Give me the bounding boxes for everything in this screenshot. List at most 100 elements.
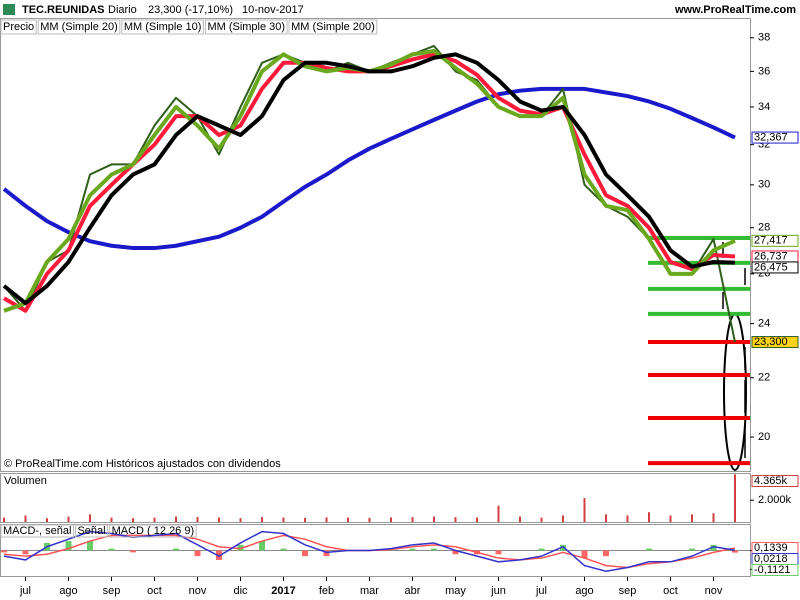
y-tick-label: 22: [758, 372, 770, 384]
date: 10-nov-2017: [242, 4, 304, 16]
volume-bar: [110, 517, 113, 522]
legend-entry: Precio: [3, 21, 34, 33]
legend-box: [0, 19, 37, 35]
volume-panel: [0, 473, 751, 523]
x-tick-label: nov: [189, 585, 207, 597]
volume-bar: [67, 516, 70, 522]
histogram-bar: [87, 541, 93, 551]
period: Diario: [108, 4, 137, 16]
volume-bar: [648, 512, 650, 522]
volume-bar: [89, 514, 91, 522]
histogram-bar: [323, 550, 330, 557]
quote: 23,300 (-17,10%): [148, 4, 233, 16]
volume-bar: [476, 517, 478, 522]
volume-bar: [411, 517, 414, 522]
x-tick-label: may: [445, 585, 466, 597]
panel-title: Volumen: [4, 475, 47, 487]
volume-bar: [175, 516, 177, 522]
histogram-bar: [22, 550, 29, 555]
legend-box: [288, 19, 378, 35]
macd-line: [3, 530, 736, 572]
y-tick-label: 20: [758, 431, 770, 443]
volume-bar: [153, 517, 156, 522]
x-tick-label: ago: [59, 585, 77, 597]
moving-average: [2, 86, 736, 251]
last-value-label: 27,417: [754, 235, 788, 247]
y-tick-label: 38: [758, 32, 770, 44]
logo: [3, 4, 15, 15]
y-tick-label: 30: [758, 179, 770, 191]
volume-bar: [734, 474, 736, 522]
histogram-bar: [1, 550, 7, 553]
source: www.ProRealTime.com: [674, 4, 796, 16]
volume-bar: [196, 517, 199, 522]
last-value-tag: [751, 131, 799, 144]
histogram-bar: [194, 550, 201, 557]
histogram-bar: [689, 548, 695, 551]
volume-bar: [712, 513, 715, 522]
volume-bar: [325, 517, 328, 522]
histogram-bar: [173, 548, 179, 551]
x-tick-label: feb: [319, 585, 334, 597]
histogram-bar: [302, 550, 308, 557]
price-panel: [0, 18, 751, 472]
last-value-tag: [751, 336, 799, 349]
histogram-bar: [130, 550, 136, 553]
y-tick-label: 28: [758, 222, 770, 234]
last-value-label: 32,367: [754, 131, 788, 143]
last-value-tag: [751, 234, 799, 247]
x-tick-label: oct: [147, 585, 162, 597]
histogram-bar: [431, 548, 437, 551]
y-tick-label: 36: [758, 65, 770, 77]
volume-bar: [626, 515, 629, 522]
moving-average: [2, 52, 736, 306]
legend-box: [74, 524, 109, 538]
x-tick-label: sep: [619, 585, 637, 597]
last-value-label: 4.365k: [754, 475, 788, 487]
volume-bar: [669, 515, 672, 522]
x-tick-label: jun: [490, 585, 506, 597]
histogram-bar: [538, 548, 545, 551]
legend-box: [204, 19, 288, 35]
last-value-label: 26,475: [754, 261, 788, 273]
legend-entry: Señal: [77, 525, 105, 537]
legend-box: [121, 19, 204, 35]
volume-bar: [540, 517, 543, 522]
footnote: © ProRealTime.com Históricos ajustados c…: [4, 458, 281, 470]
x-tick-label: nov: [705, 585, 723, 597]
x-tick-label: jul: [19, 585, 31, 597]
legend-entry: MM (Simple 10): [124, 21, 202, 33]
volume-bar: [218, 517, 220, 522]
volume-bar: [261, 517, 263, 522]
last-value-tag: [751, 475, 799, 487]
histogram-bar: [495, 550, 502, 555]
volume-bar: [390, 517, 392, 522]
volume-bar: [691, 514, 693, 522]
volume-bar: [583, 498, 586, 522]
y-tick-label: 34: [758, 101, 770, 113]
x-tick-label: dic: [233, 585, 248, 597]
x-tick-label: ago: [575, 585, 593, 597]
histogram-bar: [732, 550, 738, 553]
histogram-bar: [603, 550, 609, 557]
volume-bar: [433, 516, 435, 522]
volume-bar: [3, 517, 5, 522]
x-tick-label: oct: [663, 585, 678, 597]
x-tick-label: jul: [535, 585, 547, 597]
volume-bar: [239, 518, 242, 522]
histogram-bar: [108, 548, 115, 551]
ticker: TEC.REUNIDAS: [22, 4, 105, 16]
last-value-label: 26,737: [754, 250, 788, 262]
histogram-bar: [646, 548, 652, 551]
x-tick-label: sep: [103, 585, 121, 597]
histogram-bar: [237, 544, 244, 551]
volume-bar: [304, 517, 306, 522]
histogram-bar: [216, 550, 222, 560]
volume-bar: [497, 505, 500, 522]
legend-box: [0, 524, 74, 538]
last-value-label: -0,1121: [754, 564, 791, 576]
volume-bar: [368, 517, 371, 522]
volume-bar: [562, 515, 564, 522]
